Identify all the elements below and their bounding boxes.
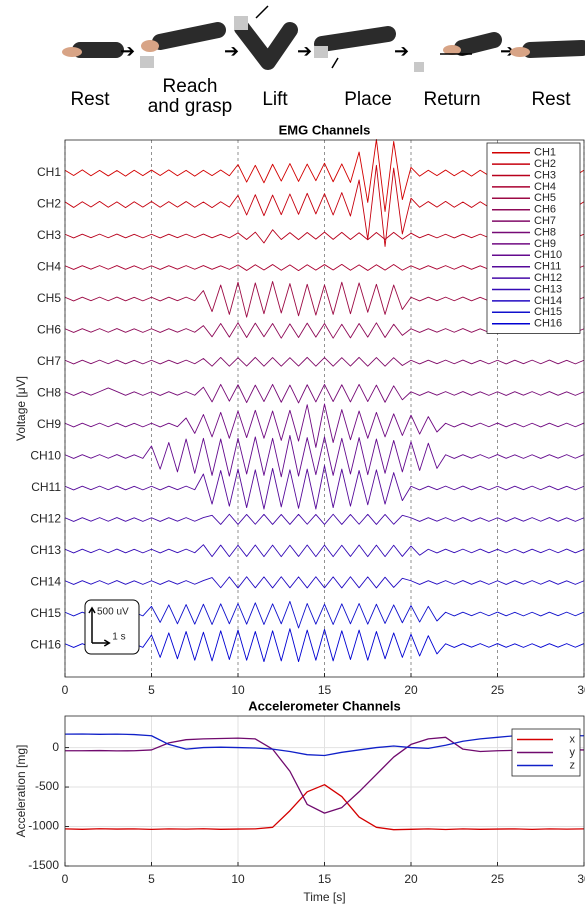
x-tick-label: 5 [148,872,155,886]
legend-label: CH12 [534,272,562,284]
x-tick-label: 5 [148,683,155,697]
chart-title: EMG Channels [279,122,371,137]
series-line [64,356,585,367]
y-tick-label: -500 [35,779,59,793]
arm-rest [510,40,585,58]
x-tick-label: 20 [404,872,418,886]
x-axis-label: Time [s] [303,890,345,904]
x-tick-label: 10 [231,872,245,886]
legend-label: y [570,746,576,758]
axes-box [64,715,585,867]
phase-label: Lift [262,89,288,110]
arrow-head [103,639,111,647]
x-tick-label: 0 [62,872,69,886]
arm-return [414,32,502,72]
arm-rest [62,42,124,58]
phase-label: Return [423,89,480,110]
x-tick-label: 20 [404,683,418,697]
legend-label: CH4 [534,181,556,193]
x-tick-label: 15 [318,872,332,886]
series-line [64,435,585,478]
legend-label: CH14 [534,295,562,307]
x-tick-label: 30 [577,683,585,697]
x-tick-label: 30 [577,872,585,886]
series-line [64,784,585,831]
legend-label: CH11 [534,261,561,273]
legend-label: CH7 [534,215,556,227]
legend-label: CH6 [534,204,556,216]
y-tick-label: 0 [52,740,59,754]
y-axis-label: Acceleration [mg] [14,745,28,838]
arrow: ➔ [297,41,312,61]
y-tick-label: CH1 [37,165,61,179]
x-tick-label: 25 [491,683,505,697]
legend-label: CH16 [534,318,562,330]
y-tick-label: CH10 [30,449,61,463]
x-tick-label: 0 [62,683,69,697]
series-line [64,465,585,510]
chart-title: Accelerometer Channels [248,698,400,713]
y-tick-label: CH11 [31,480,61,494]
series-line [64,383,585,404]
series-line [64,513,585,525]
y-tick-label: -1500 [28,858,59,872]
y-tick-label: CH14 [30,575,61,589]
phase-label: Rest [70,89,110,110]
legend-label: CH13 [534,283,562,295]
scale-bar-label: 500 uV [97,607,129,618]
arrow: ➔ [394,41,409,61]
legend-label: CH2 [534,158,556,170]
y-tick-label: CH6 [37,323,61,337]
phase-label: Rest [531,89,571,110]
y-tick-label: CH12 [30,512,61,526]
arm-place [314,26,396,69]
x-tick-label: 10 [231,683,245,697]
arrow: ➔ [120,41,135,61]
legend-label: z [570,759,576,771]
arrow: ➔ [224,41,239,61]
arrow-head [88,606,96,614]
y-tick-label: CH8 [37,386,61,400]
legend-label: x [570,733,576,745]
series-line [64,733,584,757]
series-line [64,600,585,629]
series-line [64,576,585,589]
arrow: ➔ [500,41,515,61]
phase-label: Reach [163,76,218,97]
series-line [64,628,585,663]
y-axis-label: Voltage [μV] [14,376,28,441]
phase-label: Place [344,89,392,110]
y-tick-label: CH5 [37,291,61,305]
scale-bar-box [84,599,140,655]
y-tick-label: CH16 [30,638,61,652]
series-line [64,403,585,448]
x-tick-label: 25 [491,872,505,886]
series-line [64,544,585,558]
y-tick-label: CH9 [37,417,61,431]
scale-bar-label: 1 s [112,632,125,643]
legend-label: CH15 [534,306,562,318]
legend-box [486,142,581,334]
x-tick-label: 15 [318,683,332,697]
arm-lift [234,5,298,70]
phase-label: and grasp [148,96,233,117]
arm-reach [140,22,226,68]
illustrations: ➔ ➔ ➔ ➔ ➔ [62,5,585,72]
y-tick-label: CH4 [37,260,61,274]
legend-label: CH10 [534,249,562,261]
legend-label: CH5 [534,192,556,204]
y-tick-label: CH15 [30,606,61,620]
y-tick-label: CH7 [37,354,61,368]
y-tick-label: CH13 [30,543,61,557]
y-tick-label: -1000 [28,819,59,833]
y-tick-label: CH3 [37,228,61,242]
y-tick-label: CH2 [37,197,61,211]
axes-box [64,139,585,678]
legend-label: CH3 [534,169,556,181]
series-line [65,736,585,814]
legend-label: CH9 [534,238,556,250]
legend-label: CH1 [534,147,556,159]
legend-label: CH8 [534,226,556,238]
